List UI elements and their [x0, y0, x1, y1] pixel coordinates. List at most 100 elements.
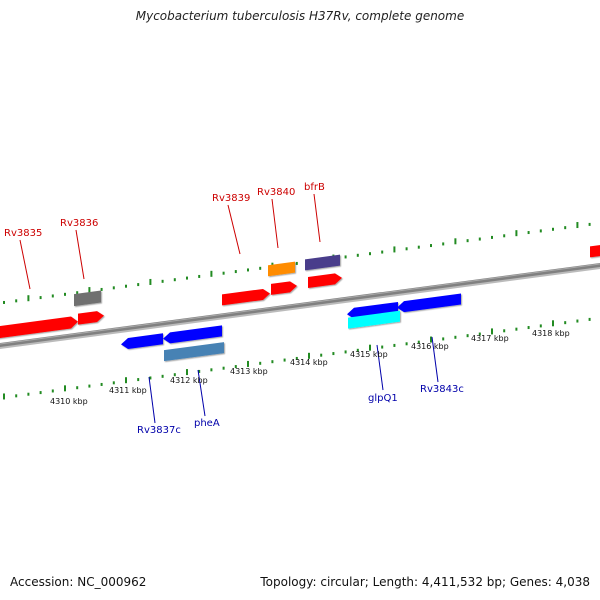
lower-tick-mark	[222, 366, 225, 370]
upper-tick-mark	[344, 255, 347, 259]
gene-orange-feature	[268, 261, 295, 277]
reverse-gene-label: pheA	[194, 418, 220, 429]
forward-leader-line	[75, 229, 85, 280]
lower-tick-mark	[3, 393, 5, 400]
upper-tick-mark	[588, 222, 591, 226]
upper-tick-mark	[417, 245, 420, 249]
upper-tick-mark	[186, 276, 188, 280]
forward-leader-line	[19, 239, 31, 290]
lower-tick-mark	[552, 320, 554, 327]
reverse-leader-line	[376, 344, 384, 391]
upper-tick-mark	[295, 261, 298, 265]
genome-backbone	[0, 263, 600, 350]
lower-tick-mark	[478, 332, 481, 336]
gene-edge-right	[590, 245, 600, 258]
lower-tick-mark	[161, 374, 164, 378]
lower-tick-mark	[125, 377, 127, 384]
lower-tick-mark	[259, 361, 262, 365]
gene-rv3843c	[397, 293, 461, 313]
forward-gene-label: bfrB	[304, 182, 325, 193]
upper-tick-track	[3, 222, 591, 304]
lower-tick-mark	[295, 356, 298, 360]
kbp-tick-label: 4317 kbp	[471, 334, 509, 343]
reverse-leader-line	[197, 369, 206, 417]
upper-tick-mark	[539, 229, 542, 233]
lower-tick-mark	[76, 386, 79, 390]
lower-tick-mark	[137, 378, 140, 382]
lower-tick-mark	[271, 360, 274, 364]
reverse-leader-line	[148, 376, 156, 424]
upper-tick-mark	[76, 291, 79, 295]
lower-tick-mark	[442, 337, 445, 341]
kbp-tick-label: 4315 kbp	[350, 350, 388, 359]
gene-rv3835	[0, 316, 78, 339]
lower-tick-mark	[344, 350, 347, 354]
upper-tick-mark	[259, 266, 262, 270]
lower-tick-track	[3, 317, 591, 400]
lower-tick-mark	[503, 329, 506, 333]
accession-text: Accession: NC_000962	[10, 575, 147, 589]
upper-tick-mark	[527, 231, 530, 235]
gene-rv3839	[222, 288, 270, 306]
gene-purple-feature	[305, 254, 340, 271]
reverse-gene-label: Rv3843c	[420, 384, 464, 395]
gene-features	[0, 245, 600, 362]
lower-tick-mark	[51, 389, 54, 393]
lower-tick-mark	[15, 394, 18, 398]
lower-tick-mark	[64, 385, 66, 392]
gene-rv3840	[271, 281, 297, 295]
reverse-leader-line	[431, 336, 439, 383]
upper-tick-mark	[27, 295, 30, 302]
forward-leader-line	[313, 193, 321, 243]
lower-tick-mark	[356, 348, 359, 352]
lower-tick-mark	[100, 382, 103, 386]
upper-tick-mark	[564, 226, 567, 230]
forward-gene-label: Rv3835	[4, 228, 42, 239]
upper-tick-mark	[15, 299, 18, 303]
lower-tick-mark	[564, 321, 567, 325]
upper-tick-mark	[210, 270, 213, 277]
gene-labels: Rv3835 Rv3836 Rv3839 Rv3840 bfrB Rv3837c pheA g…	[4, 182, 464, 436]
forward-leader-line	[271, 198, 279, 249]
upper-tick-mark	[576, 222, 579, 229]
lower-tick-mark	[491, 328, 493, 335]
forward-gene-label: Rv3840	[257, 187, 295, 198]
lower-tick-mark	[198, 369, 201, 373]
forward-gene-label: Rv3839	[212, 193, 250, 204]
upper-tick-mark	[381, 250, 384, 254]
upper-tick-mark	[503, 234, 506, 238]
forward-gene-label: Rv3836	[60, 218, 98, 229]
gene-rv3836	[78, 311, 104, 325]
upper-tick-mark	[125, 284, 127, 288]
lower-tick-mark	[405, 342, 408, 346]
upper-tick-mark	[234, 270, 237, 274]
kbp-tick-labels: 4310 kbp 4311 kbp 4312 kbp 4313 kbp 4314 kbp…	[50, 329, 570, 406]
backbone-line	[0, 263, 600, 348]
upper-tick-mark	[466, 239, 469, 243]
upper-tick-mark	[161, 279, 164, 283]
kbp-tick-label: 4312 kbp	[170, 376, 208, 385]
lower-tick-mark	[308, 352, 310, 359]
lower-tick-mark	[430, 336, 432, 343]
upper-tick-mark	[552, 227, 554, 231]
backbone-highlight	[0, 263, 600, 345]
gene-bfrb	[308, 273, 342, 288]
upper-tick-mark	[112, 286, 115, 290]
upper-tick-mark	[430, 244, 432, 248]
forward-leader-line	[227, 204, 241, 255]
lower-tick-mark	[527, 326, 530, 330]
lower-tick-mark	[393, 343, 396, 347]
gene-gray-feature	[74, 290, 101, 307]
kbp-tick-label: 4318 kbp	[532, 329, 570, 338]
lower-tick-mark	[149, 376, 152, 380]
gene-phea	[163, 325, 222, 344]
lower-tick-mark	[381, 345, 384, 349]
lower-tick-mark	[283, 358, 286, 362]
lower-tick-mark	[88, 384, 91, 388]
lower-tick-mark	[466, 334, 469, 338]
gene-rv3837c	[121, 333, 163, 349]
upper-tick-mark	[100, 287, 103, 291]
upper-tick-mark	[39, 296, 42, 300]
upper-tick-mark	[222, 271, 225, 275]
